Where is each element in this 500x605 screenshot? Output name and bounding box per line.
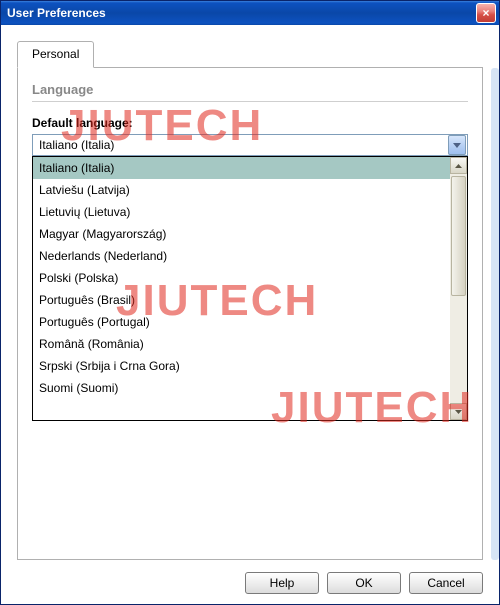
scroll-down-button[interactable]	[450, 403, 467, 420]
button-label: Cancel	[427, 576, 464, 590]
titlebar: User Preferences ×	[1, 1, 499, 25]
dropdown-item[interactable]: Lietuvių (Lietuva)	[33, 201, 450, 223]
dropdown-scrollbar[interactable]	[450, 157, 467, 420]
combo-selected-value: Italiano (Italia)	[33, 138, 448, 152]
tab-label: Personal	[32, 47, 79, 61]
section-divider	[32, 101, 468, 102]
dropdown-item[interactable]: Polski (Polska)	[33, 267, 450, 289]
dialog-button-row: Help OK Cancel	[245, 572, 483, 594]
close-icon: ×	[482, 6, 489, 20]
cancel-button[interactable]: Cancel	[409, 572, 483, 594]
tab-personal[interactable]: Personal	[17, 41, 94, 68]
language-dropdown: Italiano (Italia)Latviešu (Latvija)Lietu…	[32, 156, 468, 421]
dropdown-item[interactable]: Italiano (Italia)	[33, 157, 450, 179]
scroll-up-button[interactable]	[450, 157, 467, 174]
tab-panel-personal: Language Default language: Italiano (Ita…	[17, 67, 483, 560]
dropdown-item[interactable]: Português (Brasil)	[33, 289, 450, 311]
panel-scrollbar[interactable]	[491, 68, 499, 560]
close-button[interactable]: ×	[476, 3, 496, 23]
dropdown-item[interactable]: Srpski (Srbija i Crna Gora)	[33, 355, 450, 377]
tab-row: Personal	[17, 41, 94, 68]
dropdown-item[interactable]: Português (Portugal)	[33, 311, 450, 333]
dropdown-list: Italiano (Italia)Latviešu (Latvija)Lietu…	[33, 157, 450, 420]
chevron-up-icon	[455, 164, 462, 168]
scroll-thumb[interactable]	[451, 176, 466, 296]
dropdown-item[interactable]: Suomi (Suomi)	[33, 377, 450, 399]
default-language-label: Default language:	[32, 116, 468, 130]
window-title: User Preferences	[7, 6, 106, 20]
button-label: OK	[355, 576, 372, 590]
dropdown-item[interactable]: Latviešu (Latvija)	[33, 179, 450, 201]
dropdown-item[interactable]: Magyar (Magyarország)	[33, 223, 450, 245]
button-label: Help	[270, 576, 295, 590]
section-title-language: Language	[32, 82, 468, 97]
scroll-track[interactable]	[450, 174, 467, 403]
ok-button[interactable]: OK	[327, 572, 401, 594]
preferences-window: User Preferences × Personal Language Def…	[0, 0, 500, 605]
default-language-combo[interactable]: Italiano (Italia) Italiano (Italia)Latvi…	[32, 134, 468, 156]
dropdown-item[interactable]: Română (România)	[33, 333, 450, 355]
content-area: Personal Language Default language: Ital…	[1, 25, 499, 604]
dropdown-item[interactable]: Nederlands (Nederland)	[33, 245, 450, 267]
help-button[interactable]: Help	[245, 572, 319, 594]
chevron-down-icon	[455, 410, 462, 414]
combo-dropdown-button[interactable]	[448, 135, 466, 155]
chevron-down-icon	[453, 143, 461, 148]
